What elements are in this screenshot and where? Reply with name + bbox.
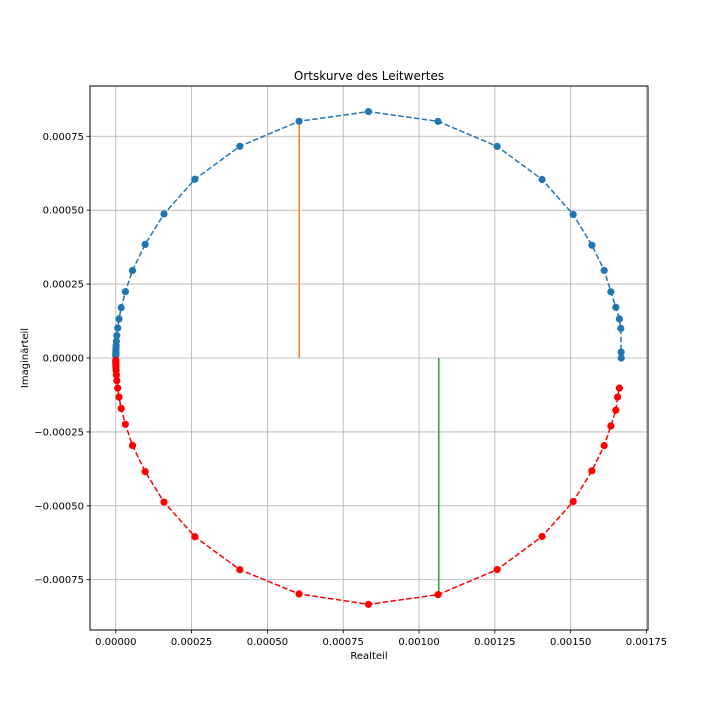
y-tick-label: 0.00050 [43, 206, 84, 217]
data-point [191, 533, 199, 541]
data-point [615, 315, 624, 323]
data-point [607, 288, 615, 296]
data-point [114, 324, 122, 332]
data-point [615, 384, 624, 392]
x-tick-label: 0.00100 [398, 637, 439, 648]
y-tick-label: 0.00000 [43, 354, 84, 365]
data-point [612, 303, 620, 311]
series-line [115, 110, 622, 359]
chart-title: Ortskurve des Leitwertes [294, 69, 444, 83]
data-point [115, 315, 123, 323]
x-tick-label: 0.00000 [95, 637, 136, 648]
data-point [493, 566, 501, 574]
data-point [600, 266, 608, 275]
data-point [364, 600, 373, 608]
data-point [128, 441, 137, 450]
data-point [588, 467, 596, 475]
data-point [364, 108, 373, 116]
x-tick-label: 0.00150 [550, 637, 591, 648]
data-point [160, 210, 168, 218]
data-point [617, 348, 625, 356]
data-point [434, 591, 442, 599]
y-tick-label: 0.00075 [43, 132, 84, 143]
x-tick-label: 0.00175 [626, 637, 667, 648]
x-tick-label: 0.00050 [247, 637, 288, 648]
data-point [569, 210, 577, 219]
data-point [538, 532, 546, 541]
data-point [236, 142, 244, 150]
data-point [141, 240, 149, 249]
data-point [191, 175, 199, 183]
data-point [160, 498, 168, 506]
x-tick-label: 0.00025 [171, 637, 212, 648]
y-tick-label: −0.00050 [34, 501, 84, 512]
y-axis-label: Imaginärteil [20, 328, 31, 388]
data-point [569, 497, 577, 506]
data-point [128, 266, 137, 275]
data-point [113, 376, 121, 385]
x-axis-label: Realteil [350, 651, 387, 662]
y-tick-label: 0.00025 [43, 280, 84, 291]
data-point [600, 441, 608, 450]
data-point [117, 404, 125, 413]
y-tick-label: −0.00075 [34, 575, 84, 586]
series [112, 108, 625, 362]
ticks: 0.00000 0.00025 0.00050 0.00075 0.00100 0.001… [34, 132, 667, 648]
vertical-lines [298, 121, 440, 595]
data-point [617, 354, 625, 362]
series [112, 356, 624, 608]
x-tick-label: 0.00125 [474, 637, 515, 648]
data-point [612, 406, 620, 414]
data-point [493, 142, 501, 150]
data-point [236, 566, 244, 574]
series-line [115, 360, 621, 606]
data-point [538, 175, 546, 184]
data-point [112, 371, 120, 379]
data-point [617, 324, 625, 333]
data-point [114, 384, 122, 392]
data-point [613, 393, 622, 401]
data-point [295, 590, 303, 598]
data-point [121, 420, 129, 428]
grid [90, 86, 648, 630]
data-point [588, 241, 596, 249]
y-tick-label: −0.00025 [34, 427, 84, 438]
data-point [607, 422, 615, 430]
data-point [141, 467, 149, 476]
data-point [113, 331, 121, 340]
x-tick-label: 0.00075 [323, 637, 364, 648]
data-point [121, 288, 129, 296]
data-point [295, 117, 303, 125]
data-point [115, 393, 123, 401]
data-point [117, 303, 125, 312]
data-series [112, 108, 625, 608]
data-point [434, 117, 442, 125]
